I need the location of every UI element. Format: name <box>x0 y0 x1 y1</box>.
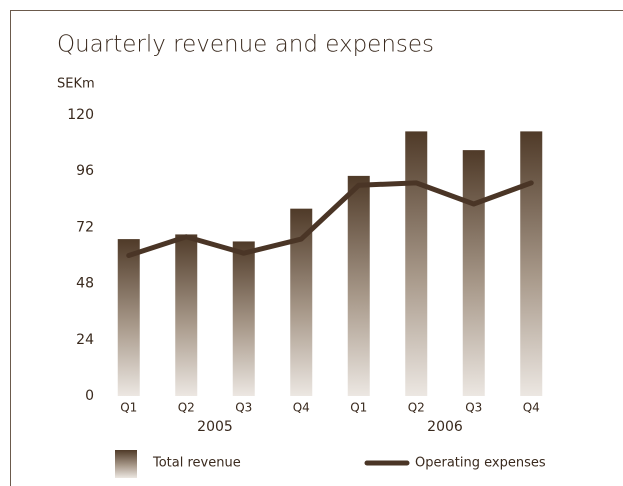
bar <box>232 241 255 396</box>
x-group-label: 2006 <box>427 419 463 435</box>
y-tick-label: 48 <box>76 276 94 292</box>
x-tick-label: Q1 <box>120 401 137 415</box>
y-tick-label: 120 <box>67 107 94 123</box>
y-tick-label: 72 <box>76 219 94 235</box>
x-tick-label: Q2 <box>408 401 425 415</box>
legend-label: Total revenue <box>152 456 241 471</box>
bar <box>520 131 543 396</box>
x-tick-label: Q3 <box>465 401 482 415</box>
y-unit: SEKm <box>57 77 95 92</box>
x-tick-label: Q2 <box>178 401 195 415</box>
x-tick-label: Q4 <box>293 401 310 415</box>
bar <box>347 175 370 396</box>
x-tick-label: Q4 <box>523 401 540 415</box>
chart-title: Quarterly revenue and expenses <box>57 32 434 58</box>
bar <box>117 239 140 396</box>
y-tick-label: 96 <box>76 163 94 179</box>
bar <box>175 234 198 396</box>
x-tick-label: Q1 <box>350 401 367 415</box>
x-group-label: 2005 <box>197 419 233 435</box>
legend-swatch <box>115 450 137 478</box>
y-tick-label: 24 <box>76 332 94 348</box>
bar <box>462 150 485 396</box>
line <box>126 180 534 258</box>
legend-label: Operating expenses <box>415 456 546 471</box>
y-tick-label: 0 <box>85 388 94 404</box>
bar <box>405 131 428 396</box>
bar <box>290 208 313 396</box>
x-tick-label: Q3 <box>235 401 252 415</box>
